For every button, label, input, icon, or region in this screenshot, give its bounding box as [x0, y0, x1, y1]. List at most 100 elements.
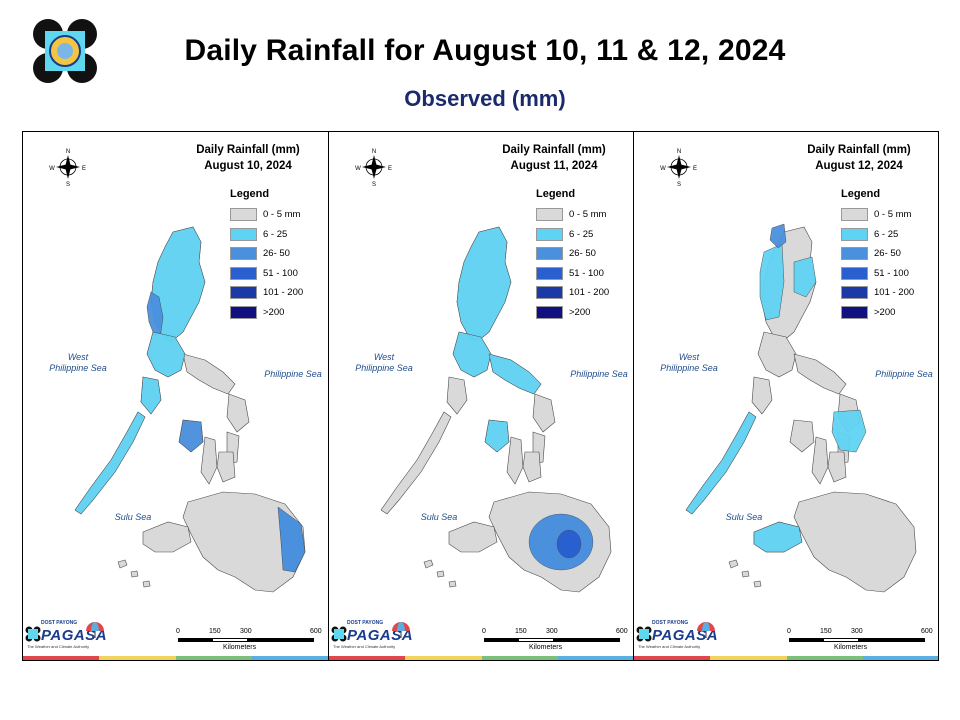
- panel-date: August 12, 2024: [815, 160, 903, 172]
- panel-title: Daily Rainfall (mm) August 10, 2024: [173, 142, 323, 174]
- rainfall-area-ilocos: [759, 243, 785, 321]
- legend-swatch: [230, 208, 257, 221]
- sea-label-east: Philippine Sea: [264, 369, 322, 379]
- legend-label: 0 - 5 mm: [569, 209, 607, 220]
- umbrella-icon: [86, 622, 104, 638]
- rainfall-area-north-luzon: [456, 226, 512, 343]
- landmass-bicol: [182, 353, 236, 395]
- compass-label-s: S: [66, 182, 70, 188]
- scale-bar: 0 150 300 600 Kilometers: [173, 628, 323, 656]
- compass-label-s: S: [677, 182, 681, 188]
- legend-swatch: [230, 266, 257, 280]
- scale-tick-label: 600: [310, 628, 322, 635]
- rainfall-area-palawan: [74, 411, 146, 515]
- rainfall-area-north-luzon: [150, 226, 206, 343]
- rainfall-map: N S W E: [355, 149, 612, 593]
- legend-label: 51 - 100: [874, 267, 909, 279]
- legend-swatch: [536, 227, 563, 241]
- rainfall-area-panay: [484, 419, 510, 453]
- brand-small-text: DOST PAYONG: [652, 620, 689, 626]
- landmass-sulu-chain: [728, 559, 762, 588]
- legend-swatch: [841, 247, 868, 261]
- landmass-mindanao: [182, 491, 306, 593]
- map-panel-aug-10: N S W E Daily Rainfall (mm) August 10, 2024 Le…: [23, 132, 328, 660]
- sea-label-sulu: Sulu Sea: [114, 512, 152, 522]
- legend-label: 6 - 25: [569, 228, 594, 240]
- legend-label: 6 - 25: [263, 228, 288, 240]
- legend-label: 26- 50: [263, 248, 290, 260]
- rainfall-map: N S W E: [660, 149, 917, 593]
- pagasa-emblem-icon: [636, 626, 652, 642]
- rainfall-area-mindoro: [140, 376, 162, 415]
- panel-date: August 11, 2024: [510, 160, 598, 172]
- legend-swatch: [536, 208, 563, 221]
- legend-label: 0 - 5 mm: [874, 209, 912, 220]
- landmass-mindanao: [793, 491, 917, 593]
- legend-label: 26- 50: [874, 248, 901, 260]
- legend-swatch: [841, 286, 868, 300]
- legend-label: 101 - 200: [874, 287, 915, 299]
- compass-label-e: E: [82, 166, 86, 172]
- scale-tick-label: 150: [820, 628, 832, 635]
- umbrella-icon: [697, 622, 715, 638]
- landmass-cebu-bohol: [827, 451, 847, 483]
- panel-title: Daily Rainfall (mm) August 11, 2024: [479, 142, 629, 174]
- map-panel-aug-12: N S W E Daily Rainfall (mm) August 12, 2024 Le…: [633, 132, 938, 660]
- brand-tagline: The Weather and Climate Authority: [27, 644, 90, 649]
- rainfall-map: N S W E: [49, 149, 306, 593]
- compass-label-w: W: [355, 166, 361, 172]
- map-panel-aug-11: N S W E Daily Rainfall (mm) August 11, 2024 Le…: [328, 132, 633, 660]
- pagasa-brand-logo: DOST PAYONG PAGASA The Weather and Climate…: [331, 620, 413, 652]
- scale-tick-label: 300: [851, 628, 863, 635]
- compass-label-n: N: [372, 149, 376, 155]
- rainfall-map-panels: N S W E Daily Rainfall (mm) August 10, 2024 Le…: [22, 131, 939, 661]
- legend-title: Legend: [536, 188, 576, 200]
- rainfall-area-central-luzon: [146, 331, 186, 378]
- sea-label-west: West Philippine Sea: [355, 352, 413, 373]
- legend-swatch: [230, 227, 257, 241]
- landmass-negros: [200, 436, 218, 485]
- rainfall-area-eastern-visayas: [831, 409, 867, 453]
- landmass-palawan: [380, 411, 452, 515]
- rainfall-area-northwest-tip: [769, 223, 787, 249]
- legend-swatch: [536, 286, 563, 300]
- sea-label-east: Philippine Sea: [570, 369, 628, 379]
- sea-label-sulu: Sulu Sea: [725, 512, 763, 522]
- legend-label: 101 - 200: [263, 287, 304, 299]
- legend-label: 51 - 100: [263, 267, 298, 279]
- legend-title: Legend: [841, 188, 881, 200]
- brand-color-stripe: [23, 656, 328, 660]
- scale-bar-graphic: [178, 638, 314, 642]
- landmass-western-mindanao: [142, 521, 192, 553]
- rainfall-area-western-mindanao: [753, 521, 803, 553]
- landmass-bicol: [793, 353, 847, 395]
- brand-color-stripe: [634, 656, 938, 660]
- panel-title-line: Daily Rainfall (mm): [196, 144, 300, 156]
- legend-swatch: [230, 305, 257, 319]
- landmass-panay: [789, 419, 815, 453]
- legend-label: 101 - 200: [569, 287, 610, 299]
- scale-unit: Kilometers: [834, 644, 868, 651]
- panel-title-line: Daily Rainfall (mm): [807, 144, 911, 156]
- legend-swatch: [841, 305, 868, 319]
- landmass-samar: [532, 393, 556, 433]
- page-subtitle: Observed (mm): [404, 86, 566, 111]
- scale-tick-label: 600: [921, 628, 933, 635]
- sea-label-sulu: Sulu Sea: [420, 512, 458, 522]
- rainfall-area-central-luzon: [452, 331, 492, 378]
- scale-unit: Kilometers: [223, 644, 257, 651]
- scale-bar-graphic: [484, 638, 620, 642]
- landmass-samar: [226, 393, 250, 433]
- brand-name: PAGASA: [347, 627, 414, 644]
- pagasa-brand-logo: DOST PAYONG PAGASA The Weather and Climate…: [25, 620, 107, 652]
- umbrella-icon: [392, 622, 410, 638]
- compass-label-s: S: [372, 182, 376, 188]
- panel-title-line: Daily Rainfall (mm): [502, 144, 606, 156]
- legend-swatch: [841, 227, 868, 241]
- compass-rose-icon: N S W E: [660, 149, 697, 188]
- landmass-mindoro: [446, 376, 468, 415]
- landmass-cebu-bohol: [522, 451, 542, 483]
- rainfall-area-east-mindanao: [277, 506, 306, 573]
- scale-tick-label: 150: [515, 628, 527, 635]
- scale-tick-label: 600: [616, 628, 628, 635]
